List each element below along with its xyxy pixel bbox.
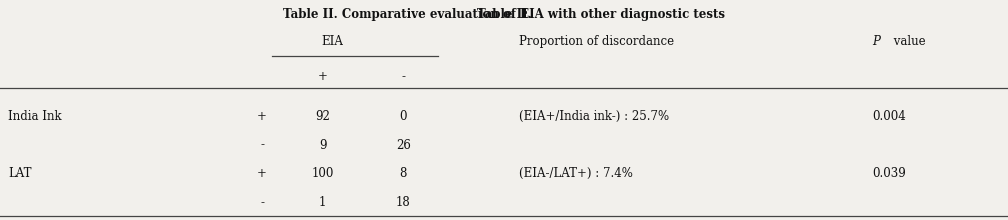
Text: +: + [257, 167, 267, 180]
Text: 100: 100 [311, 167, 334, 180]
Text: India Ink: India Ink [8, 110, 61, 123]
Text: 9: 9 [319, 139, 327, 152]
Text: -: - [260, 139, 264, 152]
Text: EIA: EIA [322, 35, 344, 48]
Text: Proportion of discordance: Proportion of discordance [519, 35, 674, 48]
Text: 26: 26 [396, 139, 410, 152]
Text: 0.039: 0.039 [872, 167, 905, 180]
Text: 0: 0 [399, 110, 407, 123]
Text: 0.004: 0.004 [872, 110, 905, 123]
Text: P: P [872, 35, 880, 48]
Text: 92: 92 [316, 110, 330, 123]
Text: 1: 1 [319, 196, 327, 209]
Text: Table II.: Table II. [477, 8, 531, 21]
Text: +: + [257, 110, 267, 123]
Text: (EIA+/India ink-) : 25.7%: (EIA+/India ink-) : 25.7% [519, 110, 669, 123]
Text: -: - [401, 70, 405, 83]
Text: +: + [318, 70, 328, 83]
Text: LAT: LAT [8, 167, 31, 180]
Text: (EIA-/LAT+) : 7.4%: (EIA-/LAT+) : 7.4% [519, 167, 633, 180]
Text: 18: 18 [396, 196, 410, 209]
Text: Table II. Comparative evaluation of EIA with other diagnostic tests: Table II. Comparative evaluation of EIA … [283, 8, 725, 21]
Text: value: value [890, 35, 925, 48]
Text: -: - [260, 196, 264, 209]
Text: 8: 8 [399, 167, 407, 180]
Text: Table II. Comparative evaluation of EIA with other diagnostic tests: Table II. Comparative evaluation of EIA … [304, 8, 704, 21]
